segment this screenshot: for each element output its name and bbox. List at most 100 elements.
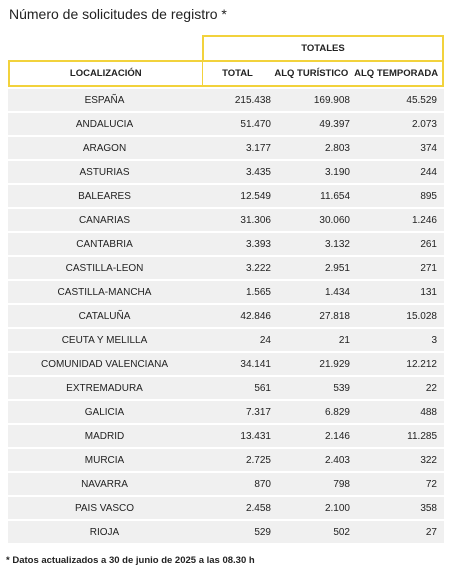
cell-alq-turistico: 6.829 xyxy=(324,406,350,418)
cell-alq-temporada: 3 xyxy=(431,334,437,346)
cell-alq-temporada: 358 xyxy=(420,502,437,514)
cell-total: 42.846 xyxy=(240,310,271,322)
cell-total: 215.438 xyxy=(234,94,271,106)
cell-total: 2.458 xyxy=(245,502,271,514)
cell-total: 3.435 xyxy=(245,166,271,178)
cell-alq-turistico: 798 xyxy=(333,478,350,490)
cell-localizacion: ANDALUCIA xyxy=(75,118,134,130)
cell-total: 7.317 xyxy=(245,406,271,418)
table-row: CASTILLA-LEON 3.222 2.951 271 xyxy=(8,257,444,279)
cell-total: 12.549 xyxy=(240,190,271,202)
cell-total: 561 xyxy=(254,382,271,394)
cell-alq-turistico: 27.818 xyxy=(319,310,350,322)
cell-alq-temporada: 271 xyxy=(420,262,437,274)
cell-alq-turistico: 502 xyxy=(333,526,350,538)
cell-total: 51.470 xyxy=(240,118,271,130)
cell-total: 34.141 xyxy=(240,358,271,370)
table-row: CASTILLA-MANCHA 1.565 1.434 131 xyxy=(8,281,444,303)
table-row: COMUNIDAD VALENCIANA 34.141 21.929 12.212 xyxy=(8,353,444,375)
table-row: CEUTA Y MELILLA 24 21 3 xyxy=(8,329,444,351)
cell-alq-temporada: 1.246 xyxy=(411,214,437,226)
cell-alq-temporada: 27 xyxy=(425,526,437,538)
cell-alq-temporada: 2.073 xyxy=(411,118,437,130)
cell-total: 529 xyxy=(254,526,271,538)
cell-alq-temporada: 488 xyxy=(420,406,437,418)
cell-alq-temporada: 244 xyxy=(420,166,437,178)
table-row: CANTABRIA 3.393 3.132 261 xyxy=(8,233,444,255)
header-localizacion: LOCALIZACIÓN xyxy=(69,68,142,79)
cell-total: 24 xyxy=(259,334,271,346)
table-row: CATALUÑA 42.846 27.818 15.028 xyxy=(8,305,444,327)
cell-localizacion: GALICIA xyxy=(84,406,125,418)
table-row: ASTURIAS 3.435 3.190 244 xyxy=(8,161,444,183)
cell-alq-temporada: 15.028 xyxy=(406,310,437,322)
cell-total: 1.565 xyxy=(245,286,271,298)
table-body: ESPAÑA 215.438 169.908 45.529 ANDALUCIA 51.47… xyxy=(8,89,444,545)
cell-localizacion: PAIS VASCO xyxy=(74,502,135,514)
cell-alq-temporada: 72 xyxy=(425,478,437,490)
header-alq-temporada: ALQ TEMPORADA xyxy=(354,68,439,79)
footnote: * Datos actualizados a 30 de junio de 20… xyxy=(6,555,255,566)
cell-alq-temporada: 11.285 xyxy=(407,430,437,442)
cell-alq-temporada: 895 xyxy=(420,190,437,202)
table-row: NAVARRA 870 798 72 xyxy=(8,473,444,495)
cell-alq-temporada: 131 xyxy=(420,286,437,298)
cell-localizacion: CANTABRIA xyxy=(76,238,133,250)
header-divider xyxy=(201,62,203,85)
cell-localizacion: COMUNIDAD VALENCIANA xyxy=(40,358,169,370)
cell-localizacion: CASTILLA-MANCHA xyxy=(57,286,152,298)
table-row: PAIS VASCO 2.458 2.100 358 xyxy=(8,497,444,519)
cell-total: 2.725 xyxy=(245,454,271,466)
cell-alq-turistico: 3.190 xyxy=(324,166,350,178)
cell-alq-turistico: 2.146 xyxy=(324,430,350,442)
cell-total: 3.393 xyxy=(245,238,271,250)
cell-localizacion: NAVARRA xyxy=(81,478,128,490)
table-header: LOCALIZACIÓN TOTAL ALQ TURÍSTICO ALQ TEM… xyxy=(8,60,444,87)
cell-localizacion: EXTREMADURA xyxy=(66,382,143,394)
totales-group-header: TOTALES xyxy=(202,35,444,60)
table-row: BALEARES 12.549 11.654 895 xyxy=(8,185,444,207)
cell-localizacion: MURCIA xyxy=(84,454,125,466)
table-row: RIOJA 529 502 27 xyxy=(8,521,444,543)
cell-total: 31.306 xyxy=(240,214,271,226)
table-row: GALICIA 7.317 6.829 488 xyxy=(8,401,444,423)
cell-alq-temporada: 22 xyxy=(425,382,437,394)
cell-alq-turistico: 30.060 xyxy=(319,214,350,226)
cell-alq-temporada: 261 xyxy=(420,238,437,250)
cell-alq-turistico: 2.100 xyxy=(324,502,350,514)
cell-localizacion: CATALUÑA xyxy=(78,310,131,322)
header-total: TOTAL xyxy=(222,68,253,79)
cell-total: 13.431 xyxy=(240,430,271,442)
cell-alq-turistico: 539 xyxy=(333,382,350,394)
cell-alq-turistico: 1.434 xyxy=(324,286,350,298)
cell-alq-turistico: 21.929 xyxy=(319,358,350,370)
cell-alq-turistico: 2.403 xyxy=(324,454,350,466)
cell-localizacion: ASTURIAS xyxy=(79,166,130,178)
cell-localizacion: ARAGON xyxy=(82,142,127,154)
cell-localizacion: CEUTA Y MELILLA xyxy=(61,334,148,346)
table-row: CANARIAS 31.306 30.060 1.246 xyxy=(8,209,444,231)
cell-total: 3.222 xyxy=(245,262,271,274)
cell-localizacion: RIOJA xyxy=(89,526,120,538)
table-row: ESPAÑA 215.438 169.908 45.529 xyxy=(8,89,444,111)
totales-label: TOTALES xyxy=(301,43,345,54)
cell-alq-turistico: 169.908 xyxy=(313,94,350,106)
cell-alq-turistico: 21 xyxy=(338,334,350,346)
cell-total: 870 xyxy=(254,478,271,490)
cell-alq-temporada: 45.529 xyxy=(406,94,437,106)
table-row: EXTREMADURA 561 539 22 xyxy=(8,377,444,399)
cell-localizacion: ESPAÑA xyxy=(84,94,125,106)
cell-alq-turistico: 49.397 xyxy=(319,118,350,130)
cell-alq-turistico: 2.951 xyxy=(324,262,350,274)
cell-alq-temporada: 322 xyxy=(420,454,437,466)
cell-alq-turistico: 3.132 xyxy=(324,238,350,250)
table-row: MURCIA 2.725 2.403 322 xyxy=(8,449,444,471)
table-row: ANDALUCIA 51.470 49.397 2.073 xyxy=(8,113,444,135)
cell-alq-temporada: 12.212 xyxy=(406,358,437,370)
cell-alq-temporada: 374 xyxy=(420,142,437,154)
page-title: Número de solicitudes de registro * xyxy=(9,6,227,22)
cell-alq-turistico: 2.803 xyxy=(324,142,350,154)
header-alq-turistico: ALQ TURÍSTICO xyxy=(274,68,349,79)
cell-localizacion: BALEARES xyxy=(78,190,131,202)
